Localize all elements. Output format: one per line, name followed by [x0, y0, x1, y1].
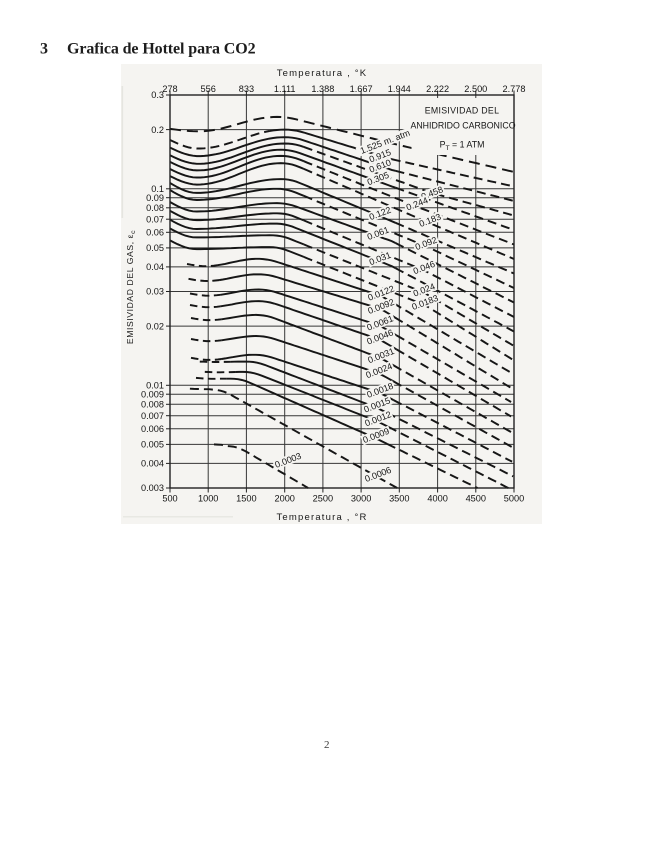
svg-text:1.111: 1.111	[274, 84, 296, 94]
svg-text:833: 833	[239, 84, 254, 94]
svg-text:1000: 1000	[198, 494, 218, 504]
svg-text:2500: 2500	[313, 494, 333, 504]
svg-text:1.388: 1.388	[311, 84, 334, 94]
svg-text:2000: 2000	[274, 494, 294, 504]
svg-text:2.778: 2.778	[503, 84, 526, 94]
svg-text:3: 3	[40, 41, 48, 58]
svg-text:3500: 3500	[389, 494, 409, 504]
svg-text:0.03: 0.03	[146, 287, 164, 297]
svg-text:Temperatura , °R: Temperatura , °R	[276, 512, 367, 523]
svg-text:0.02: 0.02	[146, 321, 164, 331]
svg-text:0.3: 0.3	[151, 90, 164, 100]
svg-text:ANHIDRIDO CARBONICO: ANHIDRIDO CARBONICO	[410, 121, 515, 131]
svg-text:0.004: 0.004	[141, 459, 164, 469]
svg-text:0.07: 0.07	[146, 214, 164, 224]
svg-text:0.005: 0.005	[141, 440, 164, 450]
svg-text:0.06: 0.06	[146, 228, 164, 238]
svg-text:0.006: 0.006	[141, 424, 164, 434]
svg-text:500: 500	[162, 494, 177, 504]
svg-text:0.01: 0.01	[146, 381, 164, 391]
svg-text:0.04: 0.04	[146, 262, 164, 272]
svg-text:EMISIVIDAD DEL: EMISIVIDAD DEL	[425, 106, 500, 116]
svg-text:0.003: 0.003	[141, 483, 164, 493]
svg-text:556: 556	[201, 84, 216, 94]
svg-text:0.009: 0.009	[141, 389, 164, 399]
svg-text:278: 278	[162, 84, 177, 94]
svg-text:PT = 1 ATM: PT = 1 ATM	[440, 140, 485, 153]
svg-text:Grafica de Hottel para CO2: Grafica de Hottel para CO2	[67, 41, 256, 58]
svg-text:0.008: 0.008	[141, 400, 164, 410]
svg-text:1.667: 1.667	[350, 84, 373, 94]
svg-text:0.09: 0.09	[146, 193, 164, 203]
svg-text:3000: 3000	[351, 494, 371, 504]
svg-text:2.222: 2.222	[426, 84, 449, 94]
svg-text:0.007: 0.007	[141, 411, 164, 421]
svg-text:EMISIVIDAD DEL GAS, εc: EMISIVIDAD DEL GAS, εc	[125, 230, 137, 344]
svg-text:2: 2	[324, 739, 330, 751]
svg-text:2.500: 2.500	[464, 84, 487, 94]
svg-text:4000: 4000	[427, 494, 447, 504]
svg-text:4500: 4500	[466, 494, 486, 504]
svg-text:1.944: 1.944	[388, 84, 411, 94]
svg-text:5000: 5000	[504, 494, 524, 504]
svg-text:0.1: 0.1	[151, 184, 164, 194]
svg-text:1500: 1500	[236, 494, 256, 504]
svg-text:0.08: 0.08	[146, 203, 164, 213]
svg-text:Temperatura , °K: Temperatura , °K	[277, 68, 368, 79]
svg-text:0.05: 0.05	[146, 243, 164, 253]
svg-text:0.2: 0.2	[151, 125, 164, 135]
